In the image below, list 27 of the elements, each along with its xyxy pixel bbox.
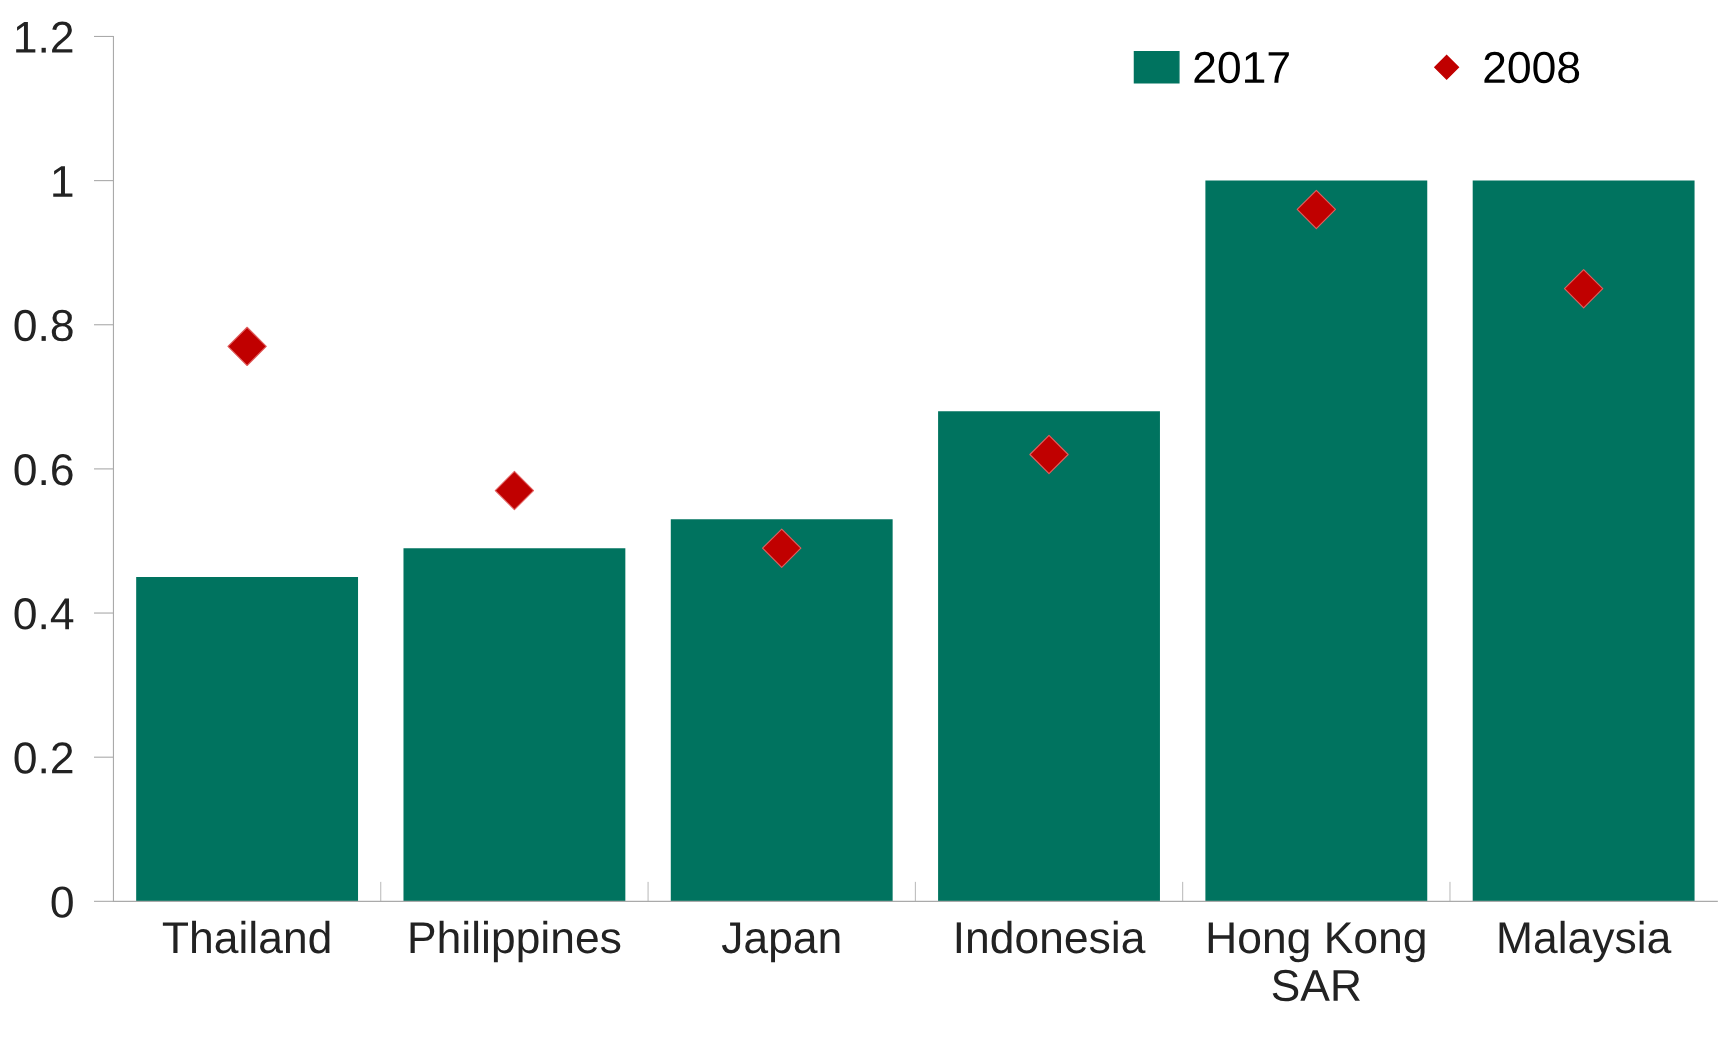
bar [136, 577, 359, 902]
legend-label: 2008 [1484, 51, 1580, 84]
x-tick-label: Japan [721, 922, 840, 963]
y-tick-label: 1 [53, 166, 73, 197]
x-tick-label: Thailand [162, 920, 330, 954]
bar [1472, 180, 1695, 902]
point [1029, 434, 1069, 475]
point [227, 326, 267, 367]
y-tick-label: 0.4 [14, 598, 74, 630]
bar [403, 548, 626, 902]
point [1296, 189, 1337, 230]
x-tick-label: Hong Kong SAR [1208, 922, 1425, 1002]
bar [670, 519, 893, 902]
point [1563, 269, 1604, 309]
bar [938, 411, 1160, 902]
point [494, 470, 535, 511]
x-tick-label: Philippines [410, 920, 621, 963]
x-tick-label: Indonesia [956, 920, 1146, 954]
y-tick-label: 0.2 [14, 742, 73, 774]
x-tick-label: Malaysia [1499, 920, 1672, 963]
y-tick-label: 0.8 [14, 309, 73, 342]
y-tick-label: 0.6 [14, 453, 73, 486]
y-tick-label: 1.2 [16, 21, 73, 53]
legend-label: 2017 [1194, 51, 1289, 84]
point [762, 528, 802, 568]
y-tick-label: 0 [51, 886, 73, 918]
bar [1205, 180, 1428, 902]
